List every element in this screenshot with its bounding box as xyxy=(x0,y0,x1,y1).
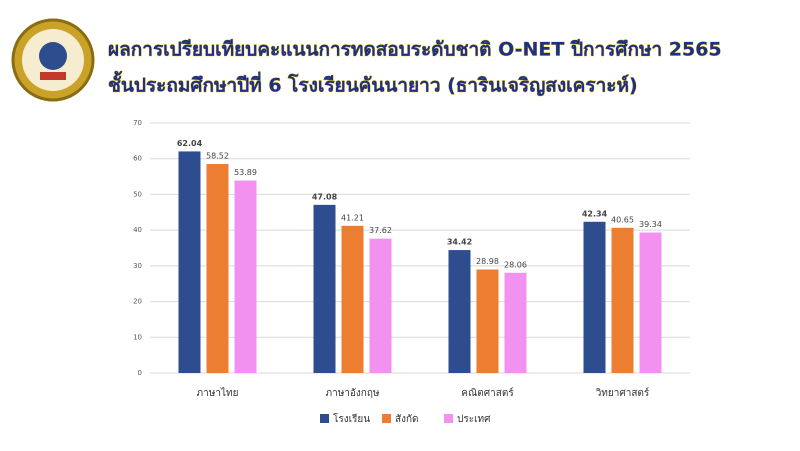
bar xyxy=(639,232,662,373)
x-tick-label: ภาษาไทย xyxy=(197,387,239,399)
bar xyxy=(178,151,201,373)
y-tick-label: 20 xyxy=(133,298,142,306)
value-label: 39.34 xyxy=(639,220,662,229)
y-tick-label: 10 xyxy=(133,333,142,341)
x-tick-label: ภาษาอังกฤษ xyxy=(325,388,379,399)
y-tick-label: 70 xyxy=(133,119,142,127)
value-label: 28.06 xyxy=(504,260,527,269)
bar xyxy=(476,269,499,373)
value-label: 42.34 xyxy=(582,209,608,218)
value-label: 37.62 xyxy=(369,226,392,235)
bar xyxy=(341,225,364,373)
x-tick-label: คณิตศาสตร์ xyxy=(461,387,514,399)
legend-swatch xyxy=(382,414,391,423)
bar xyxy=(369,238,392,373)
x-tick-label: วิทยาศาสตร์ xyxy=(595,387,650,399)
legend-label: ประเทศ xyxy=(457,414,491,425)
bar xyxy=(504,272,527,373)
y-tick-label: 60 xyxy=(133,155,142,163)
legend-swatch xyxy=(444,414,453,423)
y-tick-label: 50 xyxy=(133,190,142,198)
y-tick-label: 0 xyxy=(138,369,142,377)
value-label: 41.21 xyxy=(341,213,364,222)
legend-label: สังกัด xyxy=(395,414,419,425)
value-label: 40.65 xyxy=(611,215,634,224)
value-label: 58.52 xyxy=(206,152,229,161)
bar xyxy=(234,180,257,373)
bar xyxy=(206,164,229,373)
value-label: 28.98 xyxy=(476,257,499,266)
value-label: 53.89 xyxy=(234,168,257,177)
chart-title: ผลการเปรียบเทียบคะแนนการทดสอบระดับชาติ O… xyxy=(108,39,722,61)
y-tick-label: 30 xyxy=(133,262,142,270)
y-tick-label: 40 xyxy=(133,226,142,234)
bar xyxy=(611,227,634,373)
logo xyxy=(11,18,95,102)
bar xyxy=(313,204,336,373)
legend-swatch xyxy=(320,414,329,423)
bar xyxy=(448,250,471,373)
value-label: 34.42 xyxy=(447,238,472,247)
legend-label: โรงเรียน xyxy=(333,412,370,425)
chart-subtitle: ชั้นประถมศึกษาปีที่ 6 โรงเรียนคันนายาว (… xyxy=(108,71,638,97)
bar xyxy=(583,221,606,373)
value-label: 47.08 xyxy=(312,192,338,201)
value-label: 62.04 xyxy=(177,139,203,148)
